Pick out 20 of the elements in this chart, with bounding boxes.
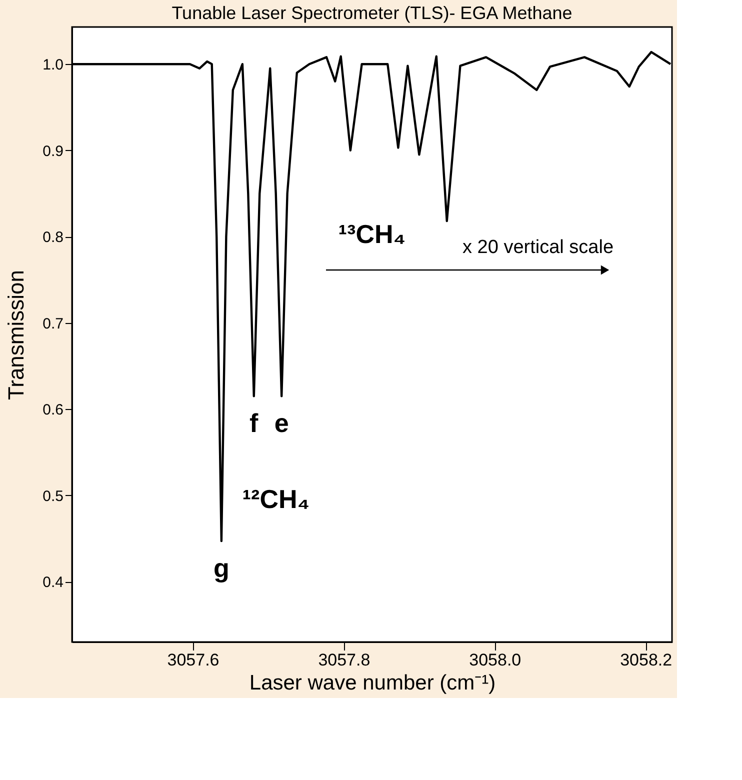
y-tick-label: 1.0 xyxy=(42,56,64,74)
annotation: f xyxy=(250,408,259,438)
y-tick-label: 0.6 xyxy=(42,402,64,419)
x-tick-label: 3057.6 xyxy=(167,650,220,670)
annotation: e xyxy=(274,408,289,438)
y-tick-label: 0.9 xyxy=(42,142,64,160)
x-tick-label: 3058.0 xyxy=(469,650,522,670)
annotation: g xyxy=(213,553,230,584)
annotation: x 20 vertical scale xyxy=(462,237,614,258)
chart-title: Tunable Laser Spectrometer (TLS)- EGA Methane xyxy=(172,3,572,23)
x-tick-label: 3057.8 xyxy=(318,650,370,670)
x-tick-label: 3058.2 xyxy=(620,650,672,670)
y-axis-title: Transmission xyxy=(4,270,29,400)
x-axis-title: Laser wave number (cm⁻¹) xyxy=(249,672,496,694)
y-tick-label: 0.7 xyxy=(42,315,64,332)
y-tick-label: 0.5 xyxy=(42,488,64,505)
y-tick-label: 0.8 xyxy=(42,229,64,246)
annotation: ¹²CH₄ xyxy=(242,484,310,514)
annotation: ¹³CH₄ xyxy=(338,219,406,249)
y-tick-label: 0.4 xyxy=(42,574,64,592)
